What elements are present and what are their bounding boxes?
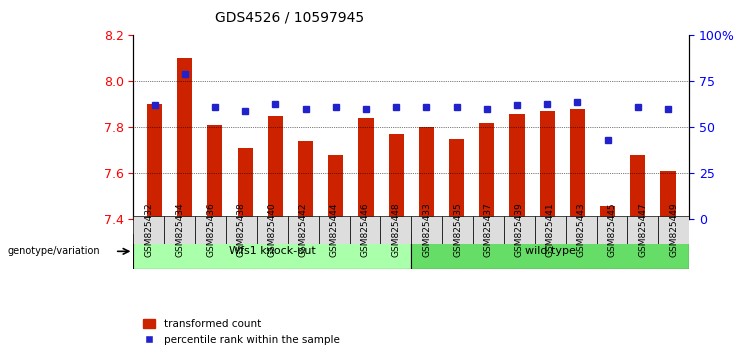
FancyBboxPatch shape (133, 234, 411, 269)
FancyBboxPatch shape (565, 216, 597, 244)
Bar (539, 112, 555, 219)
Text: GSM825439: GSM825439 (515, 203, 524, 257)
FancyBboxPatch shape (411, 234, 689, 269)
Text: genotype/variation: genotype/variation (7, 246, 100, 256)
Bar (207, 125, 222, 219)
Bar (479, 123, 494, 219)
Text: GDS4526 / 10597945: GDS4526 / 10597945 (215, 11, 364, 25)
FancyBboxPatch shape (195, 216, 226, 244)
Bar (631, 155, 645, 219)
FancyBboxPatch shape (628, 216, 658, 244)
FancyBboxPatch shape (319, 216, 350, 244)
Text: GSM825443: GSM825443 (576, 203, 585, 257)
Text: GSM825444: GSM825444 (330, 203, 339, 257)
Bar (600, 206, 615, 219)
FancyBboxPatch shape (165, 216, 195, 244)
Legend: transformed count, percentile rank within the sample: transformed count, percentile rank withi… (139, 315, 344, 349)
FancyBboxPatch shape (350, 216, 380, 244)
Bar (147, 104, 162, 219)
Text: GSM825447: GSM825447 (638, 203, 648, 257)
Bar (238, 148, 253, 219)
Text: GSM825436: GSM825436 (206, 203, 215, 257)
FancyBboxPatch shape (535, 216, 565, 244)
FancyBboxPatch shape (226, 216, 257, 244)
FancyBboxPatch shape (597, 216, 628, 244)
Text: GSM825440: GSM825440 (268, 203, 277, 257)
FancyBboxPatch shape (442, 216, 473, 244)
Bar (509, 114, 525, 219)
FancyBboxPatch shape (380, 216, 411, 244)
FancyBboxPatch shape (504, 216, 535, 244)
Bar (298, 141, 313, 219)
FancyBboxPatch shape (133, 216, 165, 244)
Text: GSM825441: GSM825441 (545, 203, 555, 257)
Text: GSM825432: GSM825432 (144, 203, 153, 257)
Text: GSM825449: GSM825449 (669, 203, 678, 257)
Text: GSM825442: GSM825442 (299, 203, 308, 257)
Bar (570, 109, 585, 219)
Text: GSM825437: GSM825437 (484, 203, 493, 257)
Bar (177, 58, 192, 219)
Text: GSM825434: GSM825434 (175, 203, 185, 257)
FancyBboxPatch shape (473, 216, 504, 244)
Bar (359, 118, 373, 219)
Text: wild type: wild type (525, 246, 576, 256)
Text: GSM825445: GSM825445 (608, 203, 617, 257)
FancyBboxPatch shape (257, 216, 288, 244)
Text: GSM825435: GSM825435 (453, 203, 462, 257)
Bar (660, 171, 676, 219)
Bar (388, 135, 404, 219)
Bar (328, 155, 343, 219)
FancyBboxPatch shape (288, 216, 319, 244)
Text: GSM825446: GSM825446 (360, 203, 370, 257)
Bar (268, 116, 283, 219)
Text: GSM825433: GSM825433 (422, 203, 431, 257)
Bar (449, 139, 464, 219)
Text: GSM825438: GSM825438 (237, 203, 246, 257)
Bar (419, 127, 434, 219)
Text: GSM825448: GSM825448 (391, 203, 400, 257)
FancyBboxPatch shape (411, 216, 442, 244)
Text: Wfs1 knock-out: Wfs1 knock-out (229, 246, 316, 256)
FancyBboxPatch shape (658, 216, 689, 244)
